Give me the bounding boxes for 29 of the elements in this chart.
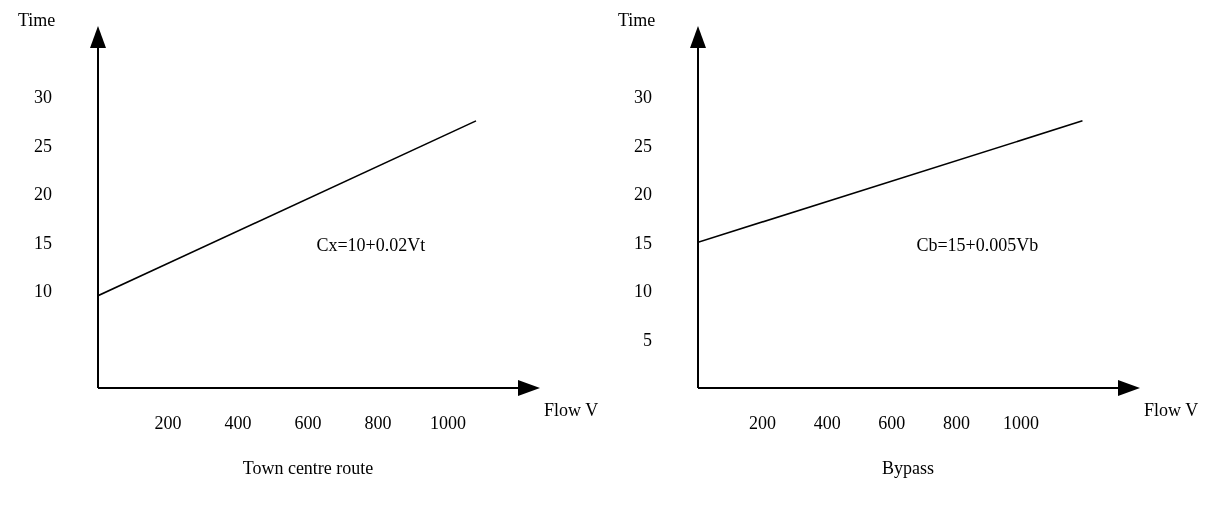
x-tick-label: 1000 (1003, 412, 1040, 433)
y-axis-title: Time (18, 10, 56, 31)
y-tick-label: 15 (634, 232, 652, 253)
y-axis-title: Time (618, 10, 656, 31)
y-tick-label: 15 (34, 232, 52, 253)
x-tick-label: 800 (942, 412, 970, 433)
x-axis-title: Flow V (1144, 400, 1199, 421)
y-tick-label: 20 (34, 184, 52, 205)
text: Town centre route (241, 458, 375, 479)
x-tick-label: 200 (154, 412, 182, 433)
y-tick-label: 5 (643, 329, 652, 350)
y-tick-label: 30 (34, 86, 52, 107)
x-tick-label: 400 (813, 412, 841, 433)
x-tick-label: 200 (749, 412, 777, 433)
y-tick-label: 25 (634, 135, 652, 156)
x-tick-label: 800 (364, 412, 392, 433)
y-tick-label: 10 (34, 281, 52, 302)
x-axis-title: Flow V (544, 400, 599, 421)
annotation: Cx=10+0.02Vt (316, 235, 426, 256)
y-tick-label: 10 (634, 281, 652, 302)
text: Bypass (881, 458, 935, 479)
y-tick-label: 20 (634, 184, 652, 205)
annotation: Cb=15+0.005Vb (916, 235, 1039, 256)
y-tick-label: 30 (634, 86, 652, 107)
x-tick-label: 400 (224, 412, 252, 433)
x-tick-label: 1000 (430, 412, 466, 433)
x-tick-label: 600 (294, 412, 322, 433)
y-tick-label: 25 (34, 135, 52, 156)
x-tick-label: 600 (878, 412, 906, 433)
